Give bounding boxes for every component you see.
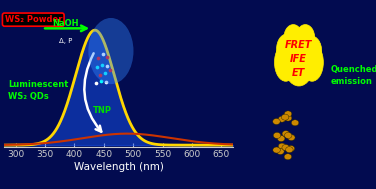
- Ellipse shape: [281, 114, 289, 120]
- Ellipse shape: [296, 25, 315, 51]
- X-axis label: Wavelength (nm): Wavelength (nm): [73, 162, 164, 172]
- Ellipse shape: [286, 147, 293, 153]
- Ellipse shape: [88, 18, 133, 84]
- Ellipse shape: [287, 146, 295, 152]
- Ellipse shape: [283, 35, 315, 86]
- Ellipse shape: [278, 143, 286, 149]
- Ellipse shape: [286, 28, 312, 62]
- Ellipse shape: [284, 154, 292, 160]
- Text: NaOH: NaOH: [53, 19, 79, 28]
- Ellipse shape: [301, 36, 321, 66]
- Ellipse shape: [276, 34, 297, 64]
- Point: [100, 53, 106, 56]
- Ellipse shape: [301, 43, 323, 81]
- Ellipse shape: [278, 116, 286, 122]
- Ellipse shape: [284, 25, 303, 51]
- Ellipse shape: [277, 149, 284, 155]
- Point: [98, 79, 104, 82]
- Ellipse shape: [291, 120, 299, 126]
- Ellipse shape: [277, 136, 285, 142]
- Ellipse shape: [284, 115, 292, 121]
- Ellipse shape: [273, 147, 280, 153]
- Point: [92, 81, 99, 84]
- Point: [104, 64, 110, 67]
- Ellipse shape: [274, 43, 297, 81]
- Point: [102, 71, 108, 74]
- Ellipse shape: [273, 132, 281, 138]
- Ellipse shape: [284, 111, 292, 117]
- Text: TNP: TNP: [93, 106, 112, 115]
- Text: Δ, P: Δ, P: [59, 38, 73, 44]
- Point: [94, 65, 100, 68]
- Point: [95, 56, 101, 59]
- Text: Quenched
emission: Quenched emission: [331, 65, 376, 86]
- Point: [107, 69, 113, 72]
- Text: WS₂ Powder: WS₂ Powder: [5, 15, 62, 24]
- Ellipse shape: [284, 132, 292, 139]
- Ellipse shape: [282, 131, 290, 137]
- Ellipse shape: [282, 145, 290, 151]
- Point: [97, 74, 103, 77]
- Text: Luminescent
WS₂ QDs: Luminescent WS₂ QDs: [8, 80, 69, 101]
- Text: FRET
IFE
ET: FRET IFE ET: [285, 40, 312, 78]
- Point: [99, 63, 105, 66]
- Ellipse shape: [288, 135, 295, 141]
- Point: [104, 55, 110, 58]
- Ellipse shape: [273, 119, 280, 125]
- Point: [103, 80, 109, 83]
